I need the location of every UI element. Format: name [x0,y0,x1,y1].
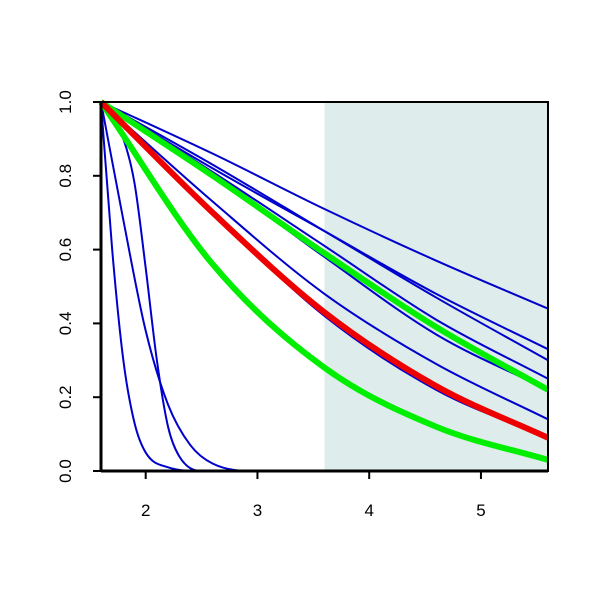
series-line-6 [100,101,549,421]
y-tick-label: 0.4 [56,312,75,336]
series-line-1 [100,101,549,310]
axes-layer: 2 3 4 5 0.0 0.2 0.4 0.6 0.8 1.0 [56,90,549,520]
x-tick-label: 2 [141,501,150,520]
series-line-3 [100,101,549,362]
y-tick-label: 1.0 [56,90,75,114]
y-tick-label: 0.8 [56,164,75,188]
series-line-10 [98,99,550,441]
x-tick-label: 3 [253,501,262,520]
x-tick-label: 4 [364,501,373,520]
series-line-8 [99,99,550,393]
series-line-9 [98,100,549,463]
series-layer [98,99,550,473]
y-tick-label: 0.2 [56,385,75,409]
y-tick-label: 0.6 [56,238,75,262]
shaded-region [324,102,548,471]
x-tick-label: 5 [476,501,485,520]
y-tick-label: 0.0 [56,459,75,483]
